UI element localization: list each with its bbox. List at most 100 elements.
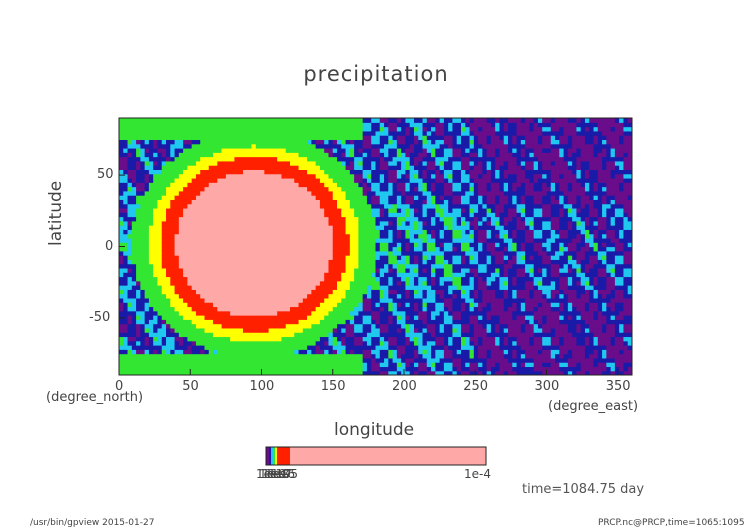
field-cell (174, 297, 180, 303)
field-cell (409, 315, 415, 320)
field-cell (290, 353, 295, 359)
field-cell (255, 267, 261, 273)
field-cell (396, 332, 402, 338)
field-cell (349, 319, 355, 325)
field-cell (435, 165, 441, 170)
field-cell (140, 139, 146, 145)
field-cell (332, 135, 338, 141)
field-cell (230, 126, 236, 132)
field-cell (366, 165, 372, 170)
field-cell (422, 225, 428, 230)
field-cell (418, 319, 424, 325)
field-cell (148, 182, 154, 188)
field-cell (260, 216, 265, 222)
field-cell (234, 353, 240, 359)
field-cell (401, 336, 407, 342)
field-cell (153, 225, 159, 230)
field-cell (349, 216, 355, 222)
field-cell (238, 280, 244, 286)
field-cell (307, 280, 312, 286)
field-cell (328, 357, 334, 363)
field-cell (195, 315, 201, 320)
field-cell (166, 160, 171, 166)
field-cell (384, 332, 389, 338)
field-cell (392, 207, 398, 213)
field-cell (131, 156, 137, 162)
field-cell (242, 255, 248, 260)
field-cell (418, 336, 424, 342)
field-cell (392, 126, 398, 132)
field-cell (191, 225, 197, 230)
field-cell (315, 220, 321, 226)
field-cell (413, 225, 419, 230)
field-cell (148, 272, 154, 278)
field-cell (277, 336, 283, 342)
field-cell (221, 220, 227, 226)
field-cell (439, 126, 445, 132)
field-cell (341, 259, 347, 265)
field-cell (311, 225, 317, 230)
field-cell (443, 156, 449, 162)
field-cell (396, 297, 402, 303)
field-cell (392, 315, 398, 320)
field-cell (354, 212, 359, 218)
field-cell (448, 323, 454, 329)
field-cell (307, 173, 312, 179)
field-cell (264, 182, 270, 188)
field-cell (366, 216, 372, 222)
field-cell (183, 139, 188, 145)
field-cell (379, 242, 385, 248)
field-cell (174, 182, 180, 188)
field-cell (388, 190, 394, 196)
field-cell (349, 233, 355, 239)
field-cell (392, 362, 398, 368)
field-cell (461, 310, 466, 316)
field-cell (443, 327, 449, 333)
field-cell (396, 229, 402, 235)
field-cell (140, 152, 146, 158)
field-cell (123, 289, 129, 295)
field-cell (319, 302, 325, 308)
field-cell (281, 182, 287, 188)
field-cell (242, 310, 248, 316)
field-cell (251, 246, 257, 252)
field-cell (332, 336, 338, 342)
field-cell (153, 156, 159, 162)
field-cell (183, 143, 188, 149)
field-cell (349, 203, 355, 209)
field-cell (217, 233, 223, 239)
field-cell (349, 165, 355, 170)
field-cell (290, 152, 295, 158)
field-cell (422, 130, 428, 136)
field-cell (213, 353, 218, 359)
field-cell (174, 327, 180, 333)
field-cell (234, 366, 240, 372)
field-cell (396, 186, 402, 192)
field-cell (161, 302, 167, 308)
field-cell (136, 280, 141, 286)
field-cell (392, 319, 398, 325)
field-cell (277, 147, 283, 153)
field-cell (337, 225, 342, 230)
field-cell (204, 302, 210, 308)
field-cell (469, 212, 475, 218)
field-cell (379, 285, 385, 290)
field-cell (242, 169, 248, 175)
field-cell (268, 280, 274, 286)
field-cell (123, 212, 129, 218)
field-cell (298, 156, 304, 162)
field-cell (379, 122, 385, 128)
field-cell (461, 366, 466, 372)
field-cell (136, 135, 141, 141)
field-cell (345, 280, 351, 286)
field-cell (388, 186, 394, 192)
field-cell (272, 345, 278, 350)
field-cell (127, 327, 133, 333)
field-cell (362, 143, 368, 149)
field-cell (307, 190, 312, 196)
field-cell (247, 207, 253, 213)
field-cell (285, 203, 291, 209)
field-cell (166, 126, 171, 132)
field-cell (123, 195, 129, 200)
field-cell (238, 126, 244, 132)
